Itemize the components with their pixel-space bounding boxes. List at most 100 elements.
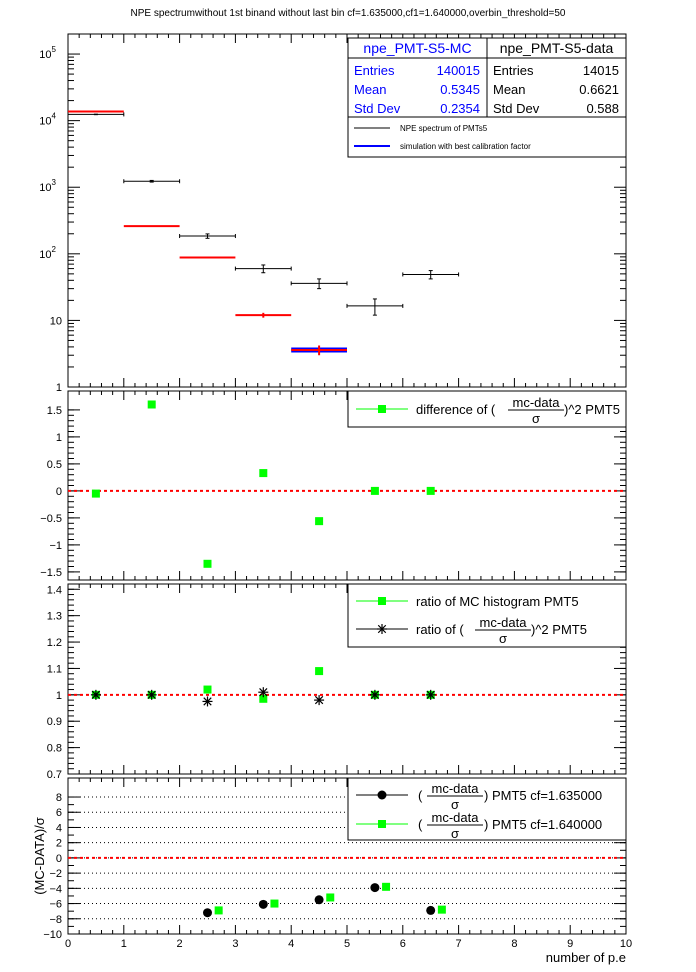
stats-mc-row-label: Mean — [354, 82, 387, 97]
difference-marker — [147, 400, 156, 409]
x-tick-label: 7 — [456, 938, 462, 950]
stats-data-row-value: 0.588 — [586, 101, 619, 116]
legend-open-cf1: ( — [418, 788, 423, 803]
legend-fraction-ratio-numerator: mc-data — [480, 615, 528, 630]
ratio-marker — [203, 685, 212, 694]
pull-marker-cf2 — [382, 882, 391, 891]
stats-mc-row-value: 0.2354 — [440, 101, 480, 116]
y-tick-label: 1.4 — [47, 584, 62, 596]
y-tick-label: −10 — [43, 929, 62, 941]
legend-label-cf1: ) PMT5 cf=1.635000 — [484, 788, 602, 803]
ratio-star-marker-stroke — [203, 697, 212, 706]
ratio-star-marker-stroke — [147, 690, 156, 700]
stats-data-row-value: 14015 — [583, 63, 619, 78]
legend-label-difference-a: difference of ( — [416, 402, 496, 417]
x-tick-label: 3 — [232, 938, 238, 950]
y-tick-label: −6 — [49, 899, 62, 911]
y-tick-label: 0 — [56, 853, 62, 865]
difference-panel: −1.5 −1 −0.5 0 0.5 1 1.5 difference of (mc-data… — [40, 390, 627, 581]
x-axis-label: number of p.e — [546, 950, 626, 965]
y-tick-label: 0 — [56, 486, 62, 498]
figure-title: NPE spectrumwithout 1st binand without l… — [130, 8, 565, 19]
ratio-star-marker-stroke — [314, 695, 324, 705]
stats-data-row-label: Std Dev — [493, 101, 540, 116]
x-tick-label: 5 — [344, 938, 350, 950]
ratio-star-marker-stroke — [259, 688, 268, 697]
y-tick-label: −1 — [49, 540, 62, 552]
pull-marker-cf1 — [203, 908, 212, 918]
legend-label-star-b: )^2 PMT5 — [531, 622, 587, 637]
ratio-legend: ratio of MC histogram PMT5 ratio of ( mc-d… — [347, 583, 627, 648]
ratio-marker — [315, 667, 324, 676]
ratio-star-marker-stroke — [370, 690, 380, 700]
ratio-star-marker — [369, 689, 380, 700]
pull-marker-cf2 — [270, 899, 279, 908]
pull-panel: 0 1 2 3 4 5 6 7 8 9 10 −10 −8 −6 −4 −2 0 2 4 6 8 (MC-DATA)/σ (… — [32, 777, 632, 950]
ratio-panel: 0.7 0.8 0.9 1 1.1 1.2 1.3 1.4 ratio of MC histog… — [47, 583, 627, 781]
y-tick-label: 103 — [39, 178, 56, 194]
y-tick-label: 102 — [39, 245, 56, 261]
legend-label-star-a: ratio of ( — [416, 622, 464, 637]
pull-marker-cf2 — [214, 906, 223, 915]
y-tick-label: 8 — [56, 792, 62, 804]
y-tick-label: 1.1 — [47, 663, 62, 675]
y-tick-label: −4 — [49, 883, 62, 895]
pull-y-axis-label: (MC-DATA)/σ — [32, 817, 47, 895]
y-tick-label: 1.5 — [47, 405, 62, 417]
difference-marker — [426, 486, 435, 495]
y-tick-label: 10 — [50, 315, 62, 327]
pull-legend-border — [347, 777, 627, 841]
pull-marker-cf1 — [370, 883, 380, 893]
y-tick-label: −2 — [49, 868, 62, 880]
y-tick-label: 1 — [56, 432, 62, 444]
y-tick-label: 105 — [39, 45, 56, 61]
stats-mc-border — [347, 37, 488, 118]
y-tick-label: −1.5 — [40, 567, 62, 579]
ratio-star-marker-stroke — [91, 690, 101, 700]
y-tick-label: −0.5 — [40, 513, 62, 525]
ratio-star-marker — [258, 687, 269, 698]
y-tick-label: 1.2 — [47, 637, 62, 649]
stats-mc-row-label: Entries — [354, 63, 395, 78]
legend-marker-star — [377, 624, 387, 634]
y-tick-label: 1 — [56, 690, 62, 702]
x-tick-label: 6 — [400, 938, 406, 950]
ratio-star-marker — [90, 689, 101, 700]
ratio-star-marker — [202, 696, 213, 707]
x-tick-label: 1 — [121, 938, 127, 950]
difference-marker — [370, 486, 379, 495]
difference-marker — [91, 489, 100, 498]
y-tick-label: 4 — [56, 822, 62, 834]
stats-data-border — [486, 37, 627, 118]
ratio-legend-border — [347, 583, 627, 648]
legend-label-mc: simulation with best calibration factor — [400, 142, 531, 151]
x-tick-label: 4 — [288, 938, 294, 950]
y-tick-label: 104 — [39, 112, 56, 128]
ratio-marker — [259, 694, 268, 703]
y-tick-label: 0.7 — [47, 769, 62, 781]
stats-data-row-label: Mean — [493, 82, 526, 97]
spectrum-panel: 10 102 103 104 105 1 npe_PMT-S5-MC Entries 14001… — [39, 33, 627, 394]
stats-mc-row-value: 140015 — [437, 63, 480, 78]
difference-marker — [203, 559, 212, 568]
stats-mc-row-label: Std Dev — [354, 101, 401, 116]
spectrum-legend: NPE spectrum of PMTs5 simulation with bes… — [347, 116, 627, 158]
pull-marker-cf2 — [326, 893, 335, 902]
x-tick-label: 9 — [567, 938, 573, 950]
y-tick-label: 1.3 — [47, 611, 62, 623]
legend-fraction-difference-numerator: mc-data — [513, 395, 561, 410]
ratio-star-marker — [314, 695, 325, 706]
ratio-star-marker — [146, 689, 157, 700]
y-tick-label: 0.9 — [47, 716, 62, 728]
legend-marker-star-stroke — [377, 624, 387, 634]
stats-mc-box: npe_PMT-S5-MC Entries 140015 Mean 0.5345 Std … — [347, 37, 488, 118]
legend-label-difference-b: )^2 PMT5 — [564, 402, 620, 417]
legend-marker-cf2 — [378, 820, 386, 828]
legend-fraction-ratio-denominator: σ — [499, 631, 507, 646]
stats-data-row-label: Entries — [493, 63, 534, 78]
y-tick-label: 6 — [56, 807, 62, 819]
legend-fraction-difference-denominator: σ — [532, 411, 540, 426]
legend-label-ratio: ratio of MC histogram PMT5 — [416, 594, 579, 609]
